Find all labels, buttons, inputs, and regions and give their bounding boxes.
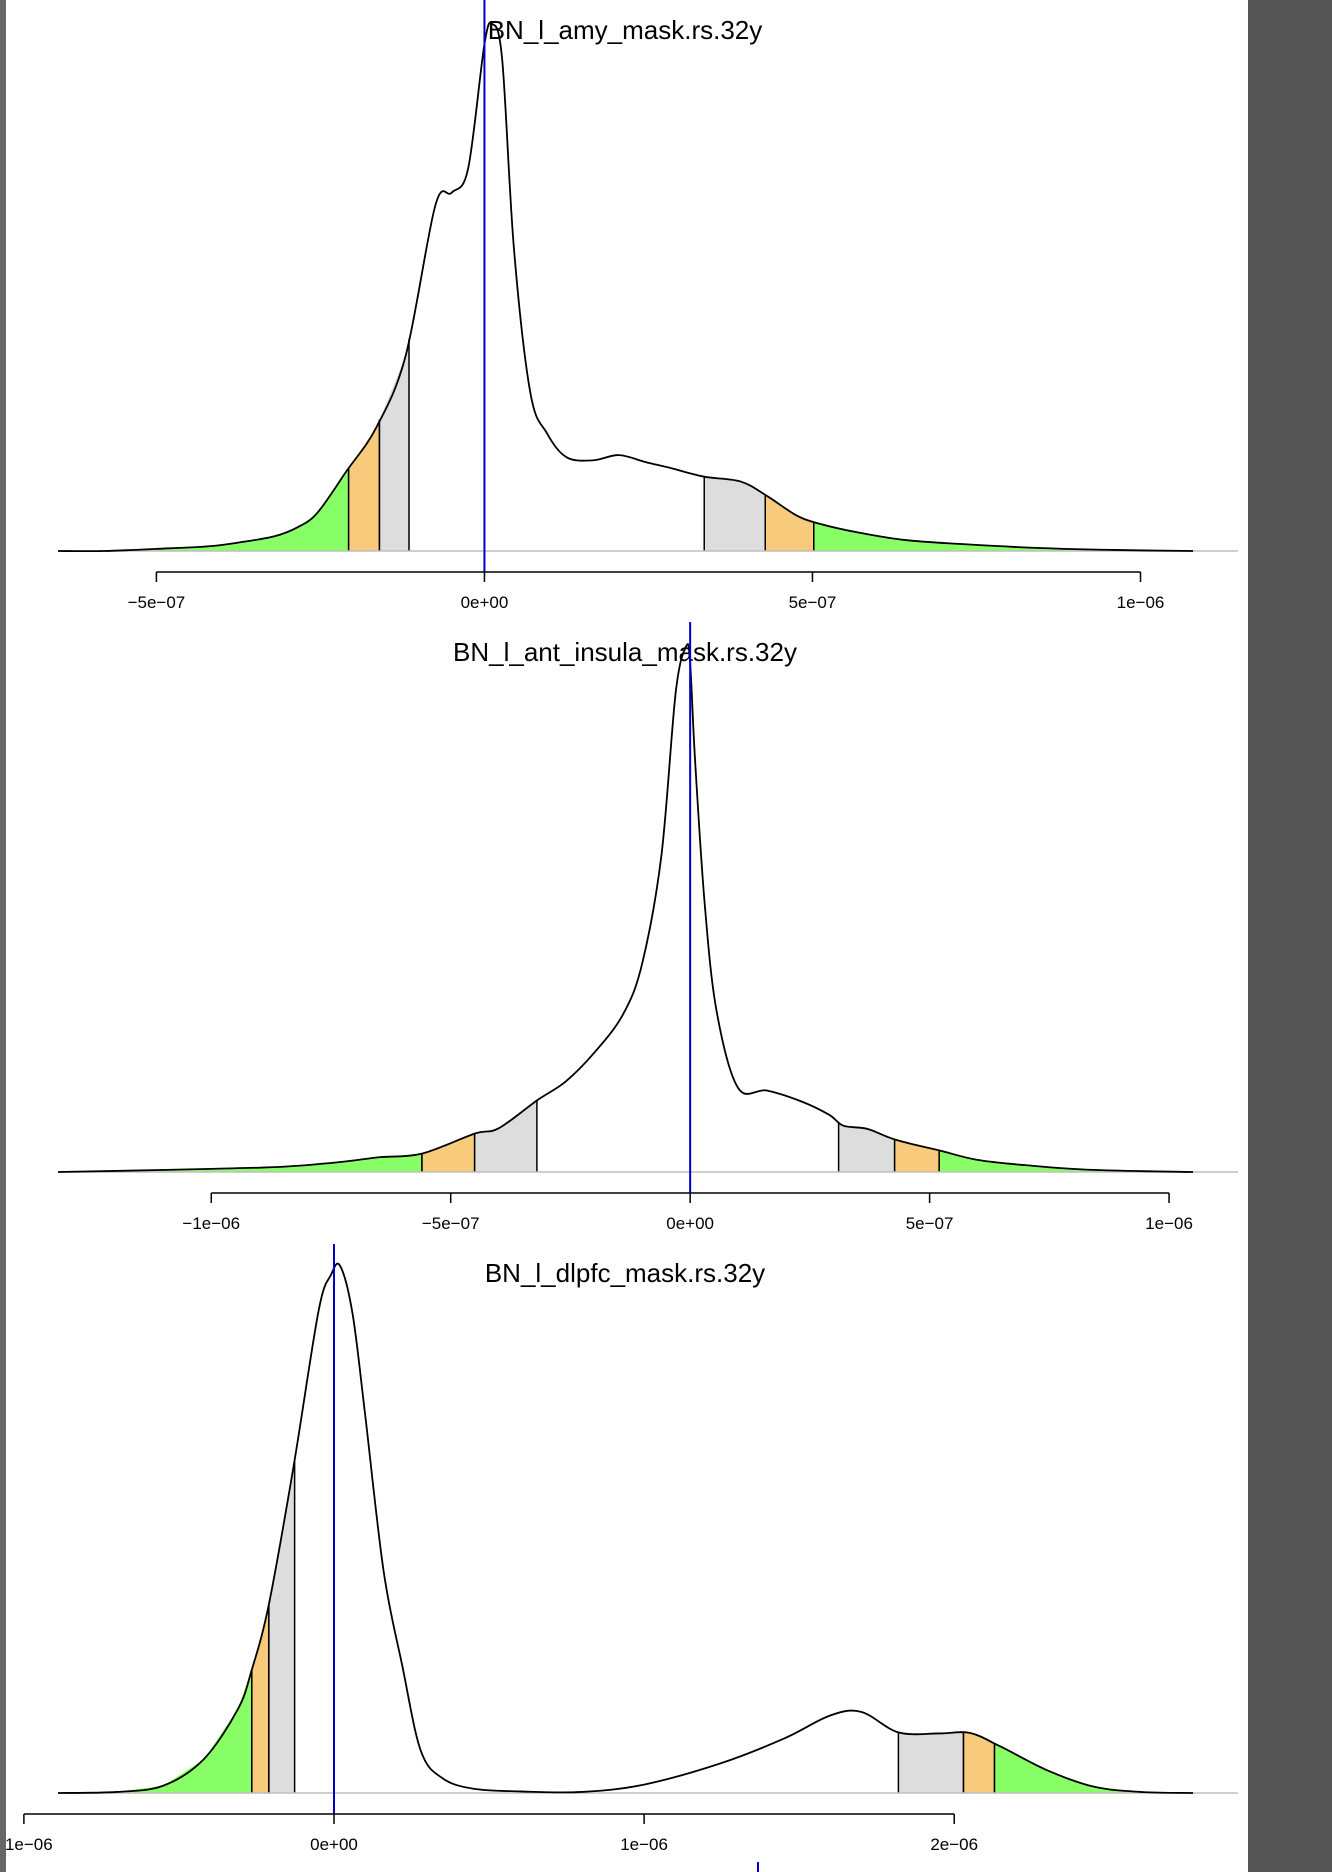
shaded-region-3 [379, 338, 409, 551]
panel-title: BN_l_ant_insula_mask.rs.32y [453, 637, 797, 667]
x-tick-label: −5e−07 [128, 593, 186, 612]
x-tick-label: 1e−06 [620, 1835, 668, 1854]
shaded-region-6 [939, 1150, 1193, 1172]
x-tick-label: 0e+00 [461, 593, 509, 612]
shaded-region-2 [251, 1604, 269, 1793]
shaded-region-5 [765, 494, 814, 551]
panel-title: BN_l_dlpfc_mask.rs.32y [485, 1258, 765, 1288]
x-tick-label: −5e−07 [422, 1214, 480, 1233]
x-tick-label: 5e−07 [906, 1214, 954, 1233]
x-tick-label: −1e−06 [182, 1214, 240, 1233]
density-panel-3: BN_l_dlpfc_mask.rs.32y −1e−06 0e+00 1e−06 2e… [6, 1244, 1238, 1854]
shaded-region-3 [474, 1100, 537, 1172]
shaded-region-2 [421, 1133, 475, 1172]
shaded-region-4 [898, 1732, 964, 1793]
density-curve [57, 643, 1194, 1173]
shaded-region-6 [994, 1743, 1193, 1793]
density-curve [57, 21, 1194, 553]
x-tick-label: 2e−06 [930, 1835, 978, 1854]
shaded-region-2 [348, 419, 380, 551]
report-page: BN_l_amy_mask.rs.32y −5e−07 0e+00 5e−07 1e−0… [0, 0, 1248, 1872]
x-tick-label: 5e−07 [789, 593, 837, 612]
panel-title: BN_l_amy_mask.rs.32y [488, 15, 763, 45]
x-tick-label: 0e+00 [310, 1835, 358, 1854]
shaded-region-1 [58, 468, 349, 551]
shaded-region-5 [963, 1732, 995, 1793]
density-panel-2: BN_l_ant_insula_mask.rs.32y −1e−06 −5e−07 0… [57, 622, 1238, 1233]
x-tick-label: 1e−06 [1117, 593, 1165, 612]
shaded-region-3 [268, 1459, 295, 1793]
shaded-region-6 [813, 521, 1193, 551]
shaded-region-4 [704, 476, 766, 551]
x-tick-label: 1e−06 [1145, 1214, 1193, 1233]
density-curve [57, 1262, 1194, 1794]
density-panel-1: BN_l_amy_mask.rs.32y −5e−07 0e+00 5e−07 1e−0… [57, 0, 1238, 612]
x-tick-label: −1e−06 [6, 1835, 53, 1854]
density-plots: BN_l_amy_mask.rs.32y −5e−07 0e+00 5e−07 1e−0… [6, 0, 1238, 1872]
shaded-region-1 [58, 1669, 252, 1793]
x-tick-label: 0e+00 [666, 1214, 714, 1233]
shaded-region-1 [58, 1153, 422, 1172]
shaded-region-5 [894, 1139, 940, 1172]
